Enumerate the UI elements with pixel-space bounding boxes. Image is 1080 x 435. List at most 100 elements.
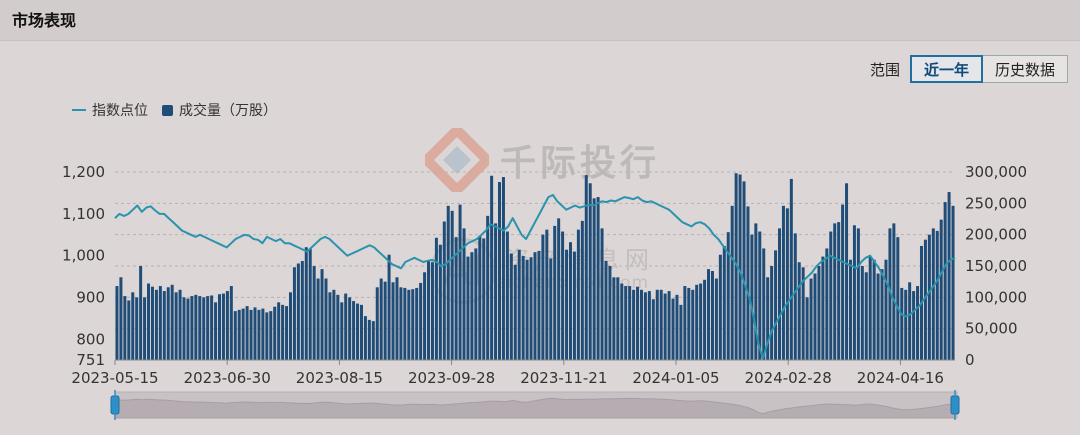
volume-bar [119,277,123,360]
volume-bar [486,215,490,360]
volume-bar [939,219,943,360]
volume-bar [233,311,237,360]
volume-bar [604,260,608,360]
volume-bar [324,278,328,360]
y-left-tick-label: 900 [76,289,105,307]
volume-bar [707,269,711,360]
volume-bar [521,255,525,360]
volume-bar [387,254,391,360]
volume-bar [888,228,892,360]
volume-bar [722,245,726,360]
volume-bar [340,302,344,360]
y-left-axis: 751 800 900 1,000 1,100 1,200 [62,163,105,369]
volume-bar [588,183,592,360]
volume-bar [545,229,549,360]
volume-bar [249,309,253,360]
volume-bar [312,266,316,360]
volume-bar [734,173,738,360]
volume-bar [458,204,462,360]
volume-bar [703,279,707,360]
volume-bar [308,248,312,360]
volume-bar [344,293,348,360]
volume-bar [478,235,482,360]
volume-bar [454,237,458,360]
volume-bar [529,257,533,360]
volume-bar [490,175,494,360]
volume-bar [150,286,154,360]
volume-bar [281,304,285,360]
volume-bar [182,297,186,360]
x-tick-label: 2023-06-30 [184,369,271,387]
volume-bar [746,206,750,360]
x-tick-label: 2024-01-05 [632,369,719,387]
volume-bar [123,296,127,360]
volume-bar [754,223,758,360]
volume-bar [821,256,825,360]
volume-bar [600,228,604,360]
volume-bar [797,262,801,360]
volume-bar [269,311,273,360]
volume-bar [679,304,683,360]
legend-volume-label[interactable]: 成交量（万股） [179,103,277,119]
volume-bar [947,192,951,360]
volume-bar [423,272,427,360]
volume-bar [801,267,805,360]
volume-bar [296,263,300,360]
volume-bar [852,225,856,360]
volume-bar [229,286,233,360]
section-header: 市场表现 [0,0,1080,41]
volume-bar [557,218,561,360]
y-right-tick-label: 50,000 [965,320,1018,338]
volume-bar [292,267,296,360]
volume-bar [596,197,600,360]
volume-bar [778,228,782,360]
volume-bar [434,237,438,360]
volume-bar [375,287,379,360]
volume-bar [923,239,927,360]
volume-bar [655,289,659,360]
volume-bar [608,266,612,360]
volume-bar [509,253,513,360]
volume-bar [856,228,860,360]
volume-bar [403,287,407,360]
volume-bar [237,309,241,360]
volume-bar [202,297,206,360]
volume-bar [864,272,868,360]
volume-bar [695,284,699,360]
range-one-year-button[interactable]: 近一年 [909,55,983,83]
volume-bar [430,262,434,360]
legend-index-line-icon[interactable] [72,109,86,111]
volume-bar [253,307,257,360]
volume-bar [399,287,403,360]
volume-bar [675,294,679,360]
volume-bar [356,303,360,360]
volume-bar [225,291,229,360]
y-right-tick-label: 200,000 [965,226,1027,244]
range-history-button[interactable]: 历史数据 [982,55,1068,83]
volume-bar [714,278,718,360]
volume-bar [261,308,265,360]
volume-bar [762,248,766,360]
volume-bar [265,312,269,360]
volume-bar [363,316,367,360]
volume-bar [691,289,695,360]
volume-bars [115,173,955,360]
volume-bar [541,234,545,360]
volume-bar [738,174,742,360]
y-right-axis: 0 50,000 100,000 150,000 200,000 250,000 300,0… [965,163,1027,369]
volume-bar [710,271,714,360]
volume-bar [667,291,671,360]
index-line [114,194,956,360]
legend-index-label[interactable]: 指数点位 [92,103,148,119]
volume-bar [624,286,628,360]
range-label: 范围 [869,60,900,79]
volume-bar [304,247,308,360]
volume-bar [127,300,131,360]
volume-bar [407,289,411,360]
legend-volume-box-icon[interactable] [162,104,173,116]
volume-bar [872,259,876,360]
volume-bar [498,182,502,360]
volume-bar [332,289,336,360]
volume-bar [639,289,643,360]
volume-bar [170,284,174,360]
